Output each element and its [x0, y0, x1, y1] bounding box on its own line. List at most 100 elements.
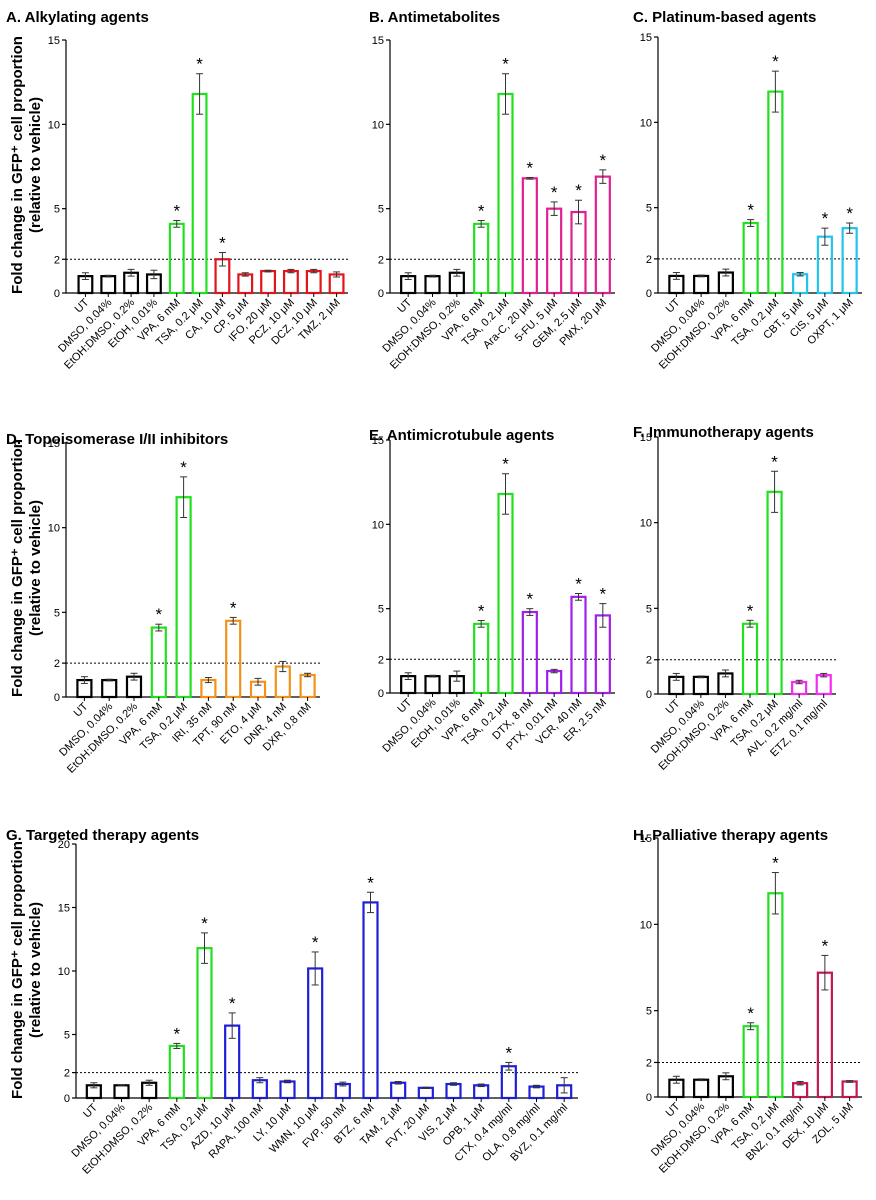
panel-b-bar: [497, 92, 514, 295]
panel-e-significance-marker: *: [575, 574, 582, 593]
panel-a-significance-marker: *: [196, 55, 203, 74]
panel-g: G. Targeted therapy agents Fold change i…: [6, 827, 578, 1177]
panel-b-bar: [546, 207, 563, 295]
panel-b-bar: [521, 177, 538, 295]
panel-g-y-axis-label-line2: (relative to vehicle): [27, 902, 44, 1038]
panel-f-y-tick-label: 0: [646, 689, 652, 701]
panel-h-bar: [767, 892, 784, 1099]
panel-g-y-tick-label: 2: [64, 1068, 70, 1080]
panel-g-y-tick-label: 5: [64, 1030, 70, 1042]
panel-e-y-tick-label: 2: [378, 654, 384, 666]
panel-a-significance-marker: *: [219, 234, 226, 253]
panel-c-bar: [742, 221, 759, 295]
panel-c-significance-marker: *: [747, 201, 754, 220]
panel-b-title: B. Antimetabolites: [369, 9, 500, 26]
panel-d-y-tick-label: 0: [54, 692, 60, 704]
panel-e-bar: [521, 610, 538, 695]
panel-c-bar: [693, 274, 710, 295]
panel-f-bar: [692, 675, 709, 696]
panel-b-y-tick-label: 2: [378, 254, 384, 266]
panel-g-title: G. Targeted therapy agents: [6, 827, 199, 844]
panel-d-bar: [299, 673, 316, 699]
panel-a-bar: [305, 269, 322, 295]
panel-e-significance-marker: *: [527, 590, 534, 609]
panel-b-y-tick-label: 5: [378, 204, 384, 216]
panel-a-y-tick-label: 0: [54, 288, 60, 300]
panel-c-y-tick-label: 5: [646, 203, 652, 215]
panel-f-significance-marker: *: [747, 601, 754, 620]
panel-e-significance-marker: *: [502, 455, 509, 474]
panel-c-y-tick-label: 15: [640, 32, 652, 44]
panel-b-y-tick-label: 0: [378, 288, 384, 300]
panel-c-y-tick-label: 2: [646, 254, 652, 266]
panel-a-bar: [191, 92, 208, 295]
panel-e-bar: [570, 595, 587, 695]
panel-d-significance-marker: *: [180, 458, 187, 477]
panel-c-y-tick-label: 0: [646, 288, 652, 300]
panel-a-y-tick-label: 2: [54, 254, 60, 266]
panel-g-significance-marker: *: [367, 873, 374, 892]
panel-g-y-tick-label: 20: [58, 839, 70, 851]
panel-b-significance-marker: *: [502, 55, 509, 74]
panel-e-title: E. Antimicrotubule agents: [369, 427, 554, 444]
panel-g-bar: [417, 1086, 434, 1100]
panel-d-bar: [101, 678, 118, 699]
panel-a-title: A. Alkylating agents: [6, 9, 149, 26]
panel-f-y-tick-label: 5: [646, 603, 652, 615]
panel-e-bar: [546, 669, 563, 695]
panel-a-y-axis-label-line2: (relative to vehicle): [27, 97, 44, 233]
panel-e-bar: [473, 622, 490, 695]
panel-f-y-tick-label: 15: [640, 432, 652, 444]
panel-e-significance-marker: *: [600, 585, 607, 604]
panel-d-category-label: UT: [72, 700, 91, 719]
panel-d-y-tick-label: 15: [48, 438, 60, 450]
panel-e-bar: [497, 492, 514, 695]
panel-a-significance-marker: *: [173, 201, 180, 220]
panel-b-bar: [473, 222, 490, 295]
panel-a-bar: [260, 269, 277, 295]
panel-a-y-axis-label-line1: Fold change in GFP⁺ cell proportion: [9, 36, 26, 294]
panel-g-bar: [307, 967, 324, 1100]
panel-a-bar: [237, 273, 254, 295]
panel-d-y-tick-label: 2: [54, 658, 60, 670]
panel-a: A. Alkylating agents Fold change in GFP⁺…: [6, 9, 348, 372]
panel-b-significance-marker: *: [575, 181, 582, 200]
panel-b-significance-marker: *: [551, 183, 558, 202]
panel-b-significance-marker: *: [478, 201, 485, 220]
panel-c-bar: [841, 227, 858, 295]
panel-b-bar: [424, 275, 441, 295]
panel-a-y-tick-label: 15: [48, 35, 60, 47]
panel-g-bar: [500, 1065, 517, 1100]
panel-h-bar: [841, 1080, 858, 1099]
panel-c-significance-marker: *: [822, 209, 829, 228]
panel-e-bar: [424, 675, 441, 695]
panel-h-y-tick-label: 10: [640, 919, 652, 931]
panel-a-y-tick-label: 10: [48, 119, 60, 131]
panel-h-y-tick-label: 15: [640, 833, 652, 845]
panel-e-category-label: UT: [395, 696, 414, 715]
panel-h-significance-marker: *: [747, 1004, 754, 1023]
panel-c-category-label: UT: [664, 296, 683, 315]
panel-g-y-tick-label: 0: [64, 1093, 70, 1105]
panel-h-y-tick-label: 0: [646, 1092, 652, 1104]
panel-c: C. Platinum-based agents 0251015UTDMSO, …: [633, 9, 862, 372]
panel-e-y-tick-label: 10: [372, 519, 384, 531]
panel-d-title: D. Topoisomerase I/II inhibitors: [6, 431, 228, 448]
panel-c-bar: [792, 273, 809, 295]
panel-h-bar: [693, 1078, 710, 1099]
panel-g-bar: [113, 1084, 130, 1100]
panel-f-bar: [741, 622, 759, 696]
panel-g-bar: [279, 1080, 296, 1100]
panel-g-category-label: UT: [81, 1101, 100, 1120]
panel-h-y-tick-label: 2: [646, 1057, 652, 1069]
panel-g-significance-marker: *: [229, 994, 236, 1013]
panel-f-y-tick-label: 10: [640, 518, 652, 530]
panel-e-y-tick-label: 0: [378, 688, 384, 700]
panel-h-significance-marker: *: [822, 936, 829, 955]
